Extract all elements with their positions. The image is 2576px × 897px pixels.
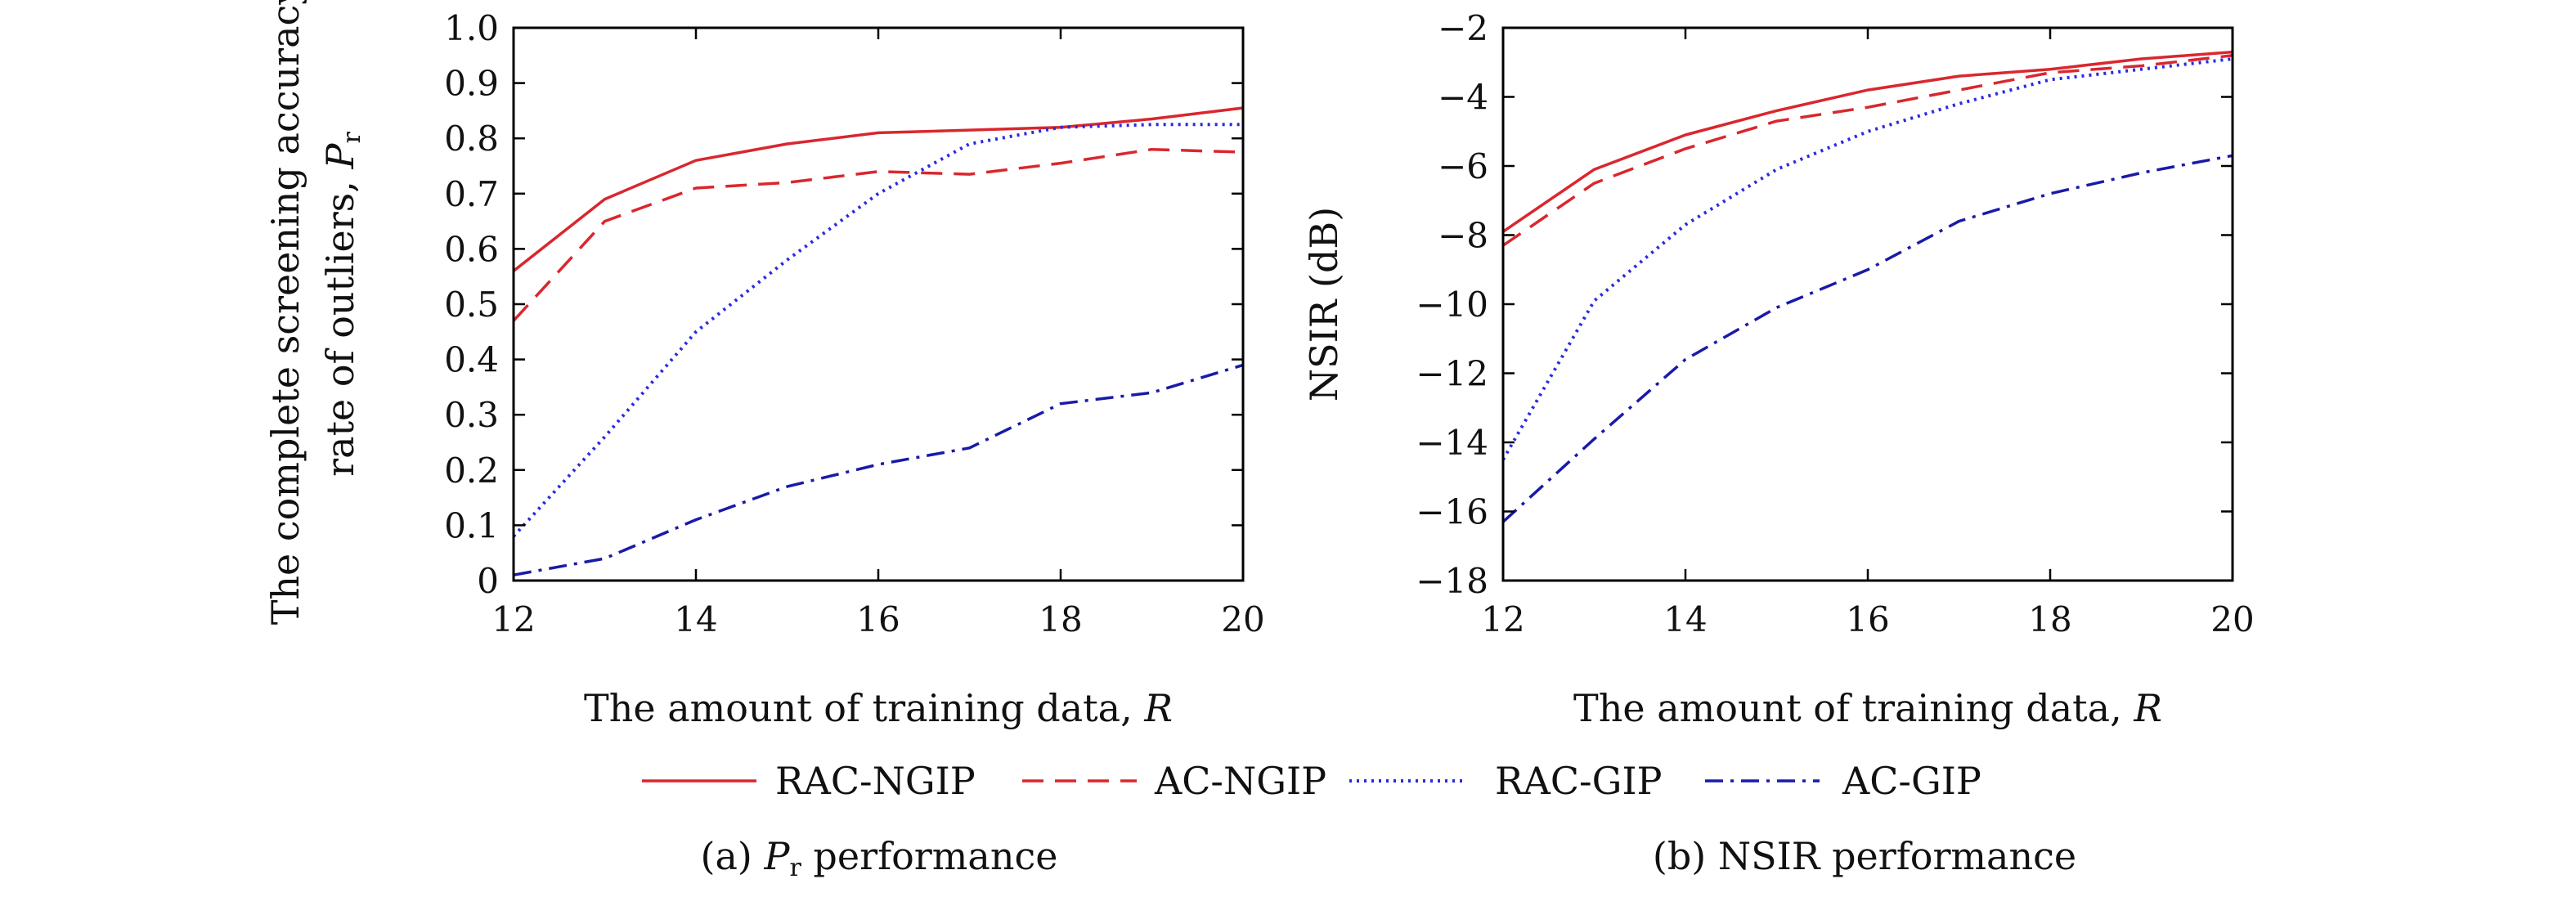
plot-frame: [512, 26, 1245, 582]
y-tick-label: 0.1: [444, 505, 499, 545]
x-tick-label: 16: [1846, 599, 1889, 639]
series-line-ac-ngip: [512, 147, 1244, 322]
chart-panel-a: 12 14 16 18 20 0 0.1 0.2 0.3 0.4 0.5 0.6 0.7 0.8 0.9 1.…: [263, 0, 1265, 882]
y-tick-label: −10: [1416, 285, 1488, 325]
series-line-ac-gip: [1501, 154, 2233, 523]
x-axis-label: The amount of training data, R: [584, 686, 1173, 730]
x-tick-label: 20: [2210, 599, 2254, 639]
y-tick-label: 0: [477, 561, 499, 601]
y-tick-label: −8: [1438, 216, 1488, 256]
x-tick-label: 18: [1039, 599, 1082, 639]
y-tick-label: 0.4: [444, 340, 499, 380]
plot-frame: [1501, 26, 2234, 582]
y-tick-label: 1.0: [444, 8, 499, 48]
y-tick-label: −14: [1416, 423, 1488, 463]
x-tick-label: 12: [1481, 599, 1524, 639]
x-tick-label: 12: [491, 599, 535, 639]
legend-label-rac-gip: RAC-GIP: [1495, 759, 1662, 803]
y-tick-label: −12: [1416, 354, 1488, 394]
y-tick-label: −6: [1438, 146, 1488, 186]
y-axis-label-line1: The complete screening accuracy: [263, 0, 307, 625]
y-tick-label: 0.7: [444, 174, 499, 214]
series-line-ac-ngip: [1502, 54, 2233, 247]
legend-label-ac-ngip: AC-NGIP: [1154, 759, 1326, 803]
panel-caption: (b) NSIR performance: [1653, 834, 2076, 878]
x-axis-label: The amount of training data, R: [1573, 686, 2162, 730]
legend: RAC-NGIP AC-NGIP RAC-GIP AC-GIP: [642, 759, 1981, 803]
x-tick-label: 18: [2028, 599, 2071, 639]
y-tick-label: 0.3: [444, 395, 499, 435]
x-tick-label: 20: [1221, 599, 1264, 639]
y-tick-label: −4: [1438, 78, 1488, 118]
y-tick-label: 0.8: [444, 119, 499, 159]
series-line-rac-gip: [1501, 57, 2233, 461]
x-tick-label: 16: [856, 599, 900, 639]
y-tick-label: 0.9: [444, 64, 499, 104]
y-tick-label: −16: [1416, 492, 1488, 532]
y-tick-label: 0.2: [444, 451, 499, 491]
panel-caption: (a) Pr performance: [701, 834, 1058, 882]
legend-label-rac-ngip: RAC-NGIP: [775, 759, 976, 803]
y-axis-label: NSIR (dB): [1302, 207, 1346, 401]
series-line-rac-ngip: [512, 106, 1244, 272]
legend-label-ac-gip: AC-GIP: [1842, 759, 1981, 803]
y-tick-label: 0.6: [444, 229, 499, 269]
chart-panel-b: 12 14 16 18 20 −18 −16 −14 −12 −10 −8 −6 −4 −2 The amo…: [1302, 8, 2255, 878]
series-line-ac-gip: [513, 363, 1244, 576]
y-axis-label: rate of outliers, Pr: [318, 132, 366, 477]
series-line-rac-ngip: [1502, 50, 2233, 233]
x-tick-label: 14: [674, 599, 717, 639]
series-line-rac-gip: [512, 123, 1243, 538]
x-tick-label: 14: [1663, 599, 1707, 639]
y-tick-label: −18: [1416, 561, 1488, 601]
y-tick-label: −2: [1438, 8, 1488, 48]
y-tick-label: 0.5: [444, 285, 499, 325]
